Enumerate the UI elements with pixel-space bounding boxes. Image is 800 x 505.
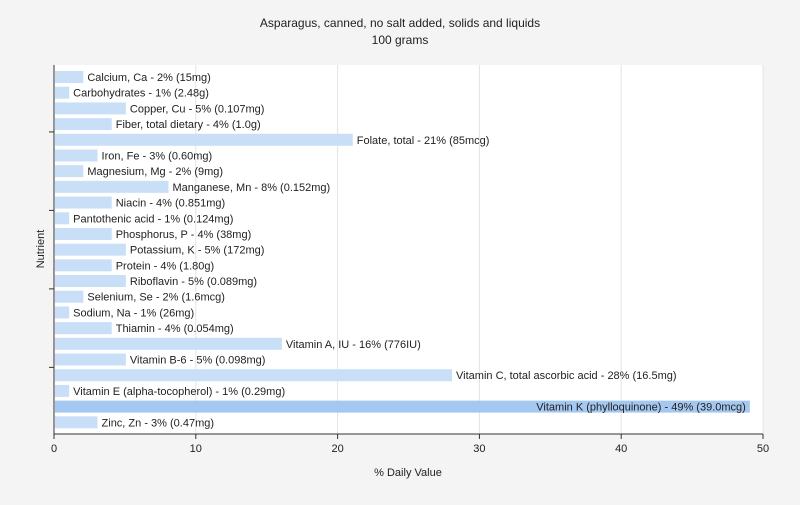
bar-label: Vitamin K (phylloquinone) - 49% (39.0mcg… bbox=[536, 402, 746, 414]
bar-label: Sodium, Na - 1% (26mg) bbox=[73, 307, 194, 319]
bar-label: Vitamin A, IU - 16% (776IU) bbox=[286, 339, 421, 351]
bar bbox=[55, 243, 126, 256]
bar-label: Carbohydrates - 1% (2.48g) bbox=[73, 88, 209, 100]
bar bbox=[55, 227, 112, 240]
bar-label: Folate, total - 21% (85mcg) bbox=[357, 135, 490, 147]
bar-label: Riboflavin - 5% (0.089mg) bbox=[130, 276, 257, 288]
x-tick-label: 30 bbox=[473, 443, 485, 455]
bar bbox=[55, 259, 112, 272]
bar bbox=[55, 290, 84, 303]
bar bbox=[55, 400, 750, 413]
bar bbox=[55, 369, 453, 382]
x-tick-label: 40 bbox=[615, 443, 627, 455]
bar bbox=[55, 102, 126, 115]
bar-label: Copper, Cu - 5% (0.107mg) bbox=[130, 103, 265, 115]
x-tick-label: 50 bbox=[757, 443, 769, 455]
y-axis-label: Nutrient bbox=[35, 230, 47, 269]
x-tick-label: 10 bbox=[190, 443, 202, 455]
bar-label: Protein - 4% (1.80g) bbox=[116, 260, 214, 272]
bar bbox=[55, 384, 70, 397]
bar-label: Fiber, total dietary - 4% (1.0g) bbox=[116, 119, 261, 131]
bar-label: Vitamin E (alpha-tocopherol) - 1% (0.29m… bbox=[73, 386, 285, 398]
bar-label: Magnesium, Mg - 2% (9mg) bbox=[87, 166, 223, 178]
bar-label: Phosphorus, P - 4% (38mg) bbox=[116, 229, 252, 241]
bar-label: Thiamin - 4% (0.054mg) bbox=[116, 323, 234, 335]
bar-label: Pantothenic acid - 1% (0.124mg) bbox=[73, 213, 233, 225]
axes-group: 0 10 20 30 40 50 bbox=[49, 65, 769, 455]
bar-label: Zinc, Zn - 3% (0.47mg) bbox=[102, 417, 214, 429]
bar-label: Selenium, Se - 2% (1.6mcg) bbox=[87, 292, 225, 304]
bar bbox=[55, 118, 112, 131]
bar bbox=[55, 353, 126, 366]
x-tick-label: 0 bbox=[51, 443, 57, 455]
bars-group: Calcium, Ca - 2% (15mg) Carbohydrates - 1… bbox=[55, 71, 750, 429]
bar-label: Vitamin B-6 - 5% (0.098mg) bbox=[130, 355, 266, 367]
chart-title: Asparagus, canned, no salt added, solids… bbox=[260, 16, 540, 30]
bar bbox=[55, 71, 84, 83]
bar bbox=[55, 416, 98, 429]
bar-label: Manganese, Mn - 8% (0.152mg) bbox=[172, 182, 330, 194]
x-tick-label: 20 bbox=[331, 443, 343, 455]
bar bbox=[55, 180, 169, 193]
chart-subtitle: 100 grams bbox=[372, 33, 429, 47]
bar-label: Potassium, K - 5% (172mg) bbox=[130, 245, 265, 257]
bar-label: Vitamin C, total ascorbic acid - 28% (16… bbox=[456, 370, 677, 382]
bar bbox=[55, 149, 98, 162]
bar bbox=[55, 337, 282, 350]
bar bbox=[55, 196, 112, 209]
bar bbox=[55, 165, 84, 178]
bar-label: Calcium, Ca - 2% (15mg) bbox=[87, 72, 210, 84]
bar bbox=[55, 212, 70, 225]
bar bbox=[55, 322, 112, 335]
bar bbox=[55, 133, 353, 146]
bar-label: Iron, Fe - 3% (0.60mg) bbox=[102, 150, 213, 162]
bar-label: Niacin - 4% (0.851mg) bbox=[116, 198, 225, 210]
bar bbox=[55, 306, 70, 319]
x-axis-label: % Daily Value bbox=[374, 467, 442, 479]
bar bbox=[55, 86, 70, 99]
bar bbox=[55, 275, 126, 288]
